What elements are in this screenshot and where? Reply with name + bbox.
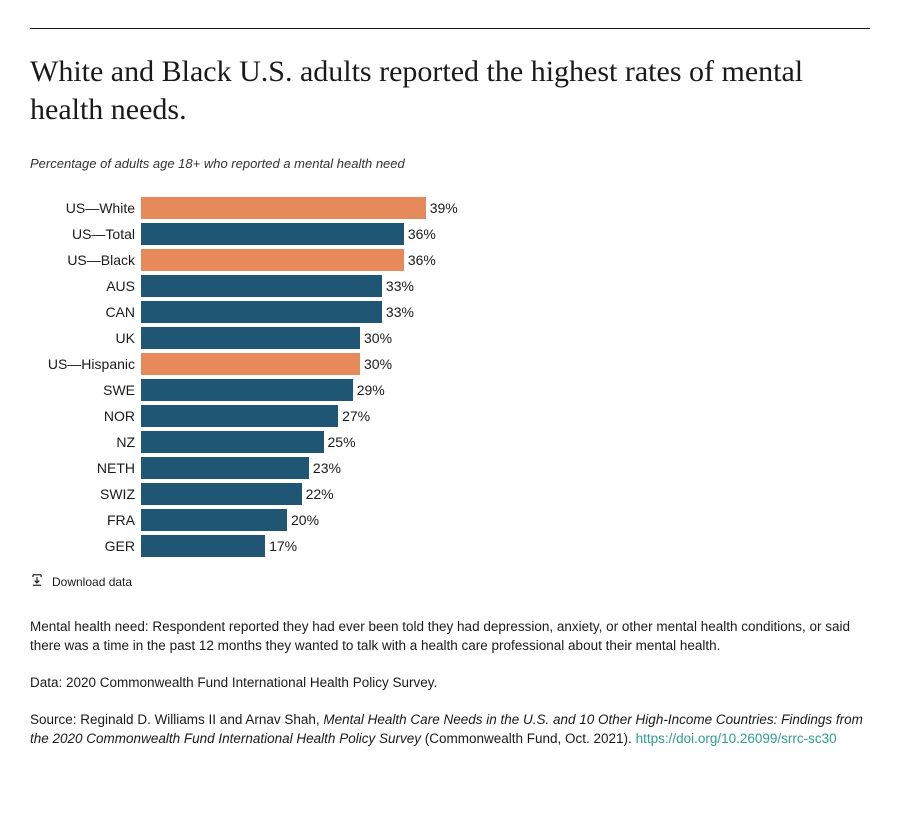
bar-label: NZ [30,434,141,450]
bar-track [141,431,711,453]
bar-label: AUS [30,278,141,294]
chart-title: White and Black U.S. adults reported the… [30,53,870,128]
note-source: Source: Reginald D. Williams II and Arna… [30,711,870,749]
bar [141,301,382,323]
chart-subtitle: Percentage of adults age 18+ who reporte… [30,156,870,171]
bar-track [141,301,711,323]
bar [141,483,302,505]
bar-row: NOR27% [30,403,870,429]
bar-label: GER [30,538,141,554]
bar-track [141,327,711,349]
note-definition: Mental health need: Respondent reported … [30,618,870,656]
chart-notes: Mental health need: Respondent reported … [30,618,870,748]
bar-chart: US—White39%US—Total36%US—Black36%AUS33%C… [30,195,870,559]
bar [141,535,265,557]
bar-row: CAN33% [30,299,870,325]
bar-label: CAN [30,304,141,320]
bar-label: FRA [30,512,141,528]
download-label: Download data [52,575,132,589]
bar-row: NZ25% [30,429,870,455]
bar [141,275,382,297]
bar-track [141,353,711,375]
bar-label: NETH [30,460,141,476]
bar [141,353,360,375]
bar [141,223,404,245]
bar-label: UK [30,330,141,346]
bar-row: NETH23% [30,455,870,481]
bar-label: SWIZ [30,486,141,502]
source-prefix: Source: Reginald D. Williams II and Arna… [30,712,323,727]
bar-row: GER17% [30,533,870,559]
bar-label: SWE [30,382,141,398]
bar [141,249,404,271]
bar-row: SWIZ22% [30,481,870,507]
bar [141,431,324,453]
bar [141,457,309,479]
download-data-button[interactable]: Download data [30,573,870,590]
bar-row: SWE29% [30,377,870,403]
bar-row: US—Total36% [30,221,870,247]
bar-label: US—Black [30,252,141,268]
note-data: Data: 2020 Commonwealth Fund Internation… [30,674,870,693]
bar-track [141,483,711,505]
top-rule [30,28,870,29]
bar-label: US—White [30,200,141,216]
bar [141,405,338,427]
bar-track [141,457,711,479]
bar-row: US—Black36% [30,247,870,273]
bar-row: US—White39% [30,195,870,221]
bar-row: UK30% [30,325,870,351]
source-suffix: (Commonwealth Fund, Oct. 2021). [421,731,636,746]
bar-label: NOR [30,408,141,424]
bar-row: FRA20% [30,507,870,533]
bar-label: US—Total [30,226,141,242]
bar-track [141,197,711,219]
bar-track [141,509,711,531]
source-link[interactable]: https://doi.org/10.26099/srrc-sc30 [636,731,837,746]
bar [141,327,360,349]
bar [141,197,426,219]
download-icon [30,573,44,590]
bar-track [141,275,711,297]
bar-track [141,249,711,271]
chart-card: White and Black U.S. adults reported the… [0,28,900,796]
bar [141,509,287,531]
bar-track [141,405,711,427]
bar-track [141,535,711,557]
bar-row: US—Hispanic30% [30,351,870,377]
bar [141,379,353,401]
bar-row: AUS33% [30,273,870,299]
bar-track [141,223,711,245]
bar-label: US—Hispanic [30,356,141,372]
bar-track [141,379,711,401]
